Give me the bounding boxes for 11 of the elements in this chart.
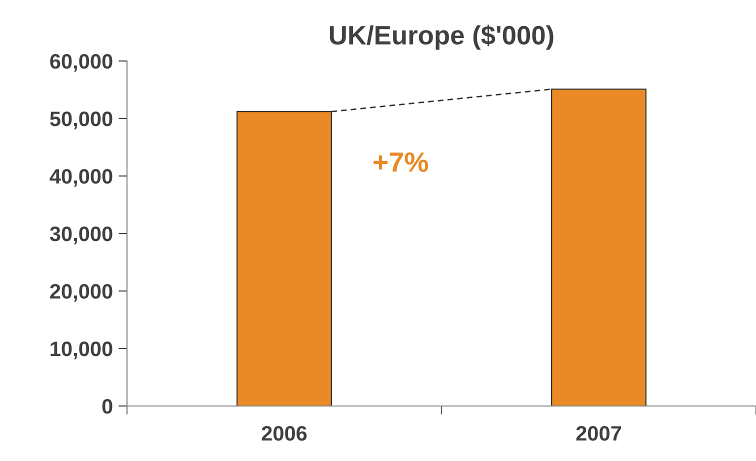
y-tick-label: 20,000 [50,284,112,302]
chart-title: UK/Europe ($'000) [330,24,554,50]
y-tick-label: 50,000 [50,112,112,130]
y-tick-label: 30,000 [50,226,112,244]
x-tick-label: 2007 [576,426,622,441]
y-tick-label: 60,000 [50,54,112,72]
y-tick-label: 0 [102,399,112,414]
y-tick-label: 40,000 [50,169,112,187]
x-tick-label: 2006 [262,426,307,441]
annotation: +7% [374,152,428,172]
y-tick-label: 10,000 [50,342,112,360]
